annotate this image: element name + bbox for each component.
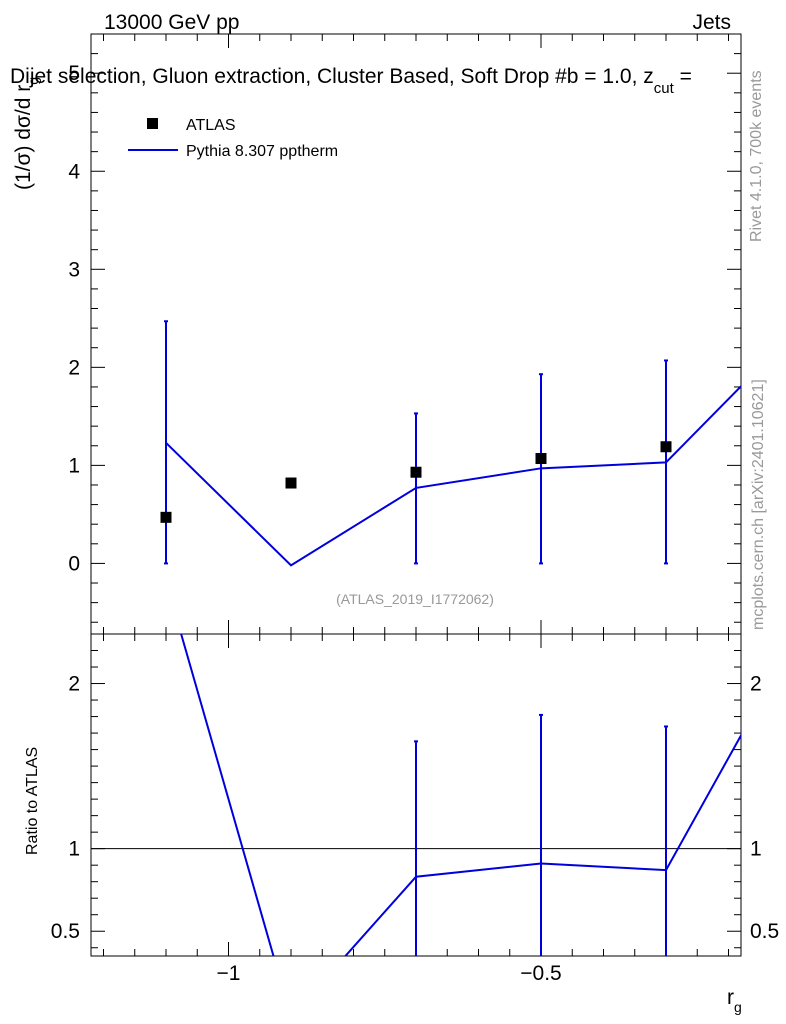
main-plot-area — [160, 320, 741, 567]
ratio-line — [180, 634, 741, 956]
plot-title: Dijet selection, Gluon extraction, Clust… — [10, 65, 692, 97]
main-y-axis-title-sub: g — [25, 77, 41, 85]
atlas-point — [410, 466, 422, 478]
y-tick-label: 3 — [68, 258, 80, 281]
main-y-axis-title: (1/σ) dσ/d rg — [12, 77, 41, 190]
atlas-point — [535, 453, 547, 465]
ratio-y-tick-label: 1 — [68, 838, 80, 861]
x-tick-labels: −1 −0.5 — [217, 962, 562, 985]
ratio-y-tick-label: 0.5 — [51, 920, 80, 943]
x-axis-title-sub: g — [734, 999, 742, 1015]
mcplots-label: mcplots.cern.ch [arXiv:2401.10621] — [750, 379, 767, 630]
analysis-id: (ATLAS_2019_I1772062) — [336, 591, 494, 607]
y-tick-label: 1 — [68, 454, 80, 477]
x-tick-label: −1 — [217, 962, 241, 985]
y-tick-label: 2 — [68, 356, 80, 379]
main-y-tick-labels: 0 1 2 3 4 5 — [68, 62, 80, 575]
legend-atlas-marker — [147, 118, 158, 129]
legend: ATLAS Pythia 8.307 pptherm — [128, 117, 338, 160]
atlas-point — [160, 511, 172, 523]
main-axis-ticks — [91, 33, 741, 623]
ratio-y-tick-label: 2 — [68, 673, 80, 696]
y-tick-label: 0 — [68, 552, 80, 575]
ratio-y-axis-title: Ratio to ATLAS — [24, 747, 41, 855]
process-label: Jets — [692, 11, 731, 34]
title-end: = — [674, 65, 692, 88]
x-tick-label: −0.5 — [520, 962, 561, 985]
y-tick-label: 4 — [68, 160, 80, 183]
legend-atlas-label: ATLAS — [186, 117, 236, 134]
ratio-y-tick-label-right: 0.5 — [750, 920, 779, 943]
legend-pythia-label: Pythia 8.307 pptherm — [186, 143, 338, 160]
ratio-plot-area — [91, 634, 741, 956]
x-axis-title: rg — [727, 986, 742, 1015]
rivet-version-label: Rivet 4.1.0, 700k events — [748, 70, 765, 242]
atlas-point — [660, 441, 672, 453]
ratio-y-tick-label-right: 1 — [750, 838, 762, 861]
mc-line — [165, 384, 741, 567]
main-y-axis-title-text: (1/σ) dσ/d r — [12, 85, 35, 190]
ratio-y-tick-labels: 0.5 0.5 1 1 2 2 — [51, 673, 779, 944]
title-main: Dijet selection, Gluon extraction, Clust… — [10, 65, 578, 88]
ratio-y-tick-label-right: 2 — [750, 673, 762, 696]
x-axis-title-text: r — [727, 986, 734, 1009]
title-sub: cut — [654, 80, 675, 97]
y-tick-label: 5 — [68, 62, 80, 85]
energy-label: 13000 GeV pp — [104, 11, 239, 34]
atlas-point — [285, 477, 297, 489]
title-cont: = 1.0, z — [578, 65, 653, 88]
